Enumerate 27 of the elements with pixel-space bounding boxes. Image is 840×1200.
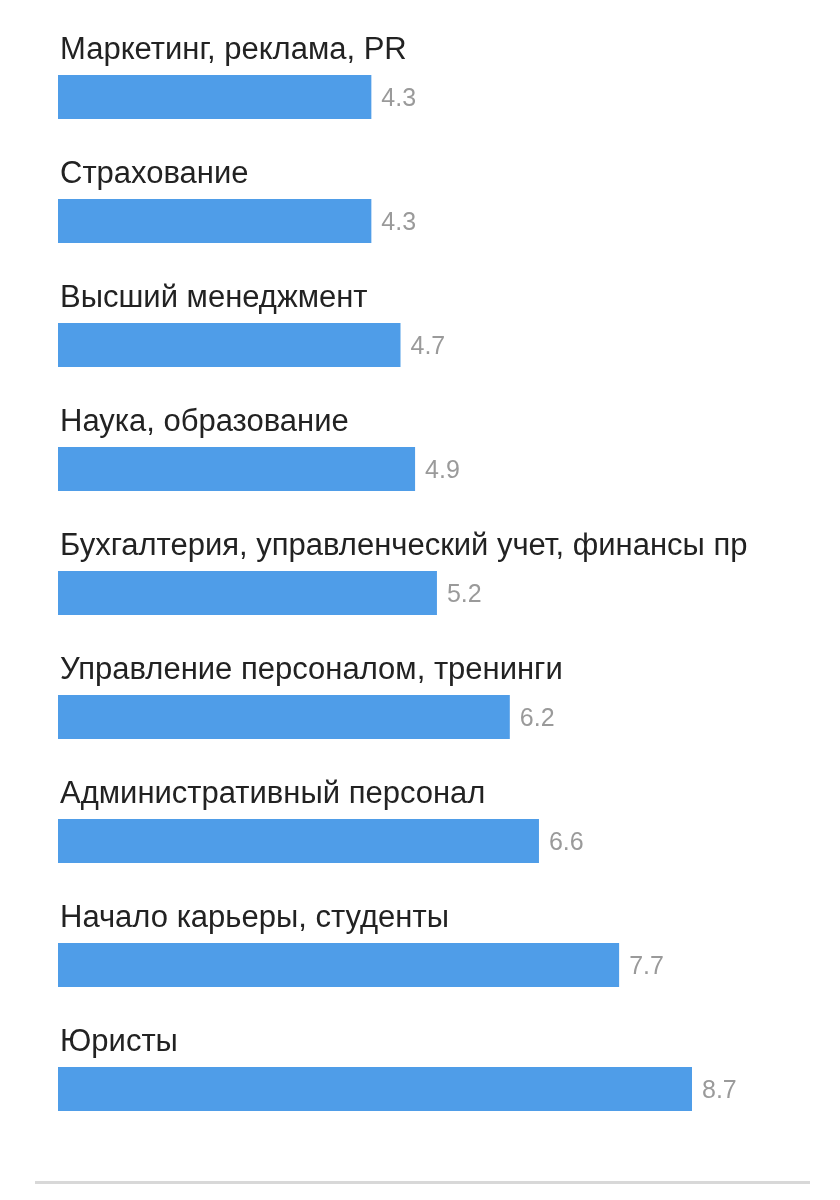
data-label: 6.6 (548, 827, 584, 855)
y-tick-label: Высший менеджмент (60, 279, 368, 314)
y-tick-label: Наука, образование (60, 403, 349, 438)
bar (58, 943, 620, 987)
y-tick-label: Юристы (60, 1023, 178, 1058)
bar (58, 75, 372, 119)
data-label: 4.9 (425, 455, 460, 483)
bar (58, 695, 510, 739)
y-tick-label: Управление персоналом, тренинги (60, 651, 563, 686)
y-tick-label: Административный персонал (60, 775, 486, 810)
data-label: 6.2 (519, 703, 555, 731)
bar (58, 571, 437, 615)
data-label: 4.3 (381, 83, 417, 111)
y-tick-label: Маркетинг, реклама, PR (60, 31, 407, 66)
y-tick-label: Начало карьеры, студенты (60, 899, 449, 934)
data-label: 8.7 (702, 1075, 737, 1103)
bar (58, 199, 372, 243)
data-label: 7.7 (629, 951, 664, 979)
bar (58, 1067, 692, 1111)
bar (58, 819, 539, 863)
data-label: 4.7 (410, 331, 446, 359)
y-tick-label: Бухгалтерия, управленческий учет, финансы пр (60, 527, 748, 562)
y-tick-label: Страхование (60, 155, 249, 190)
bar (58, 323, 401, 367)
bar (58, 447, 416, 491)
data-label: 4.3 (381, 207, 417, 235)
data-label: 5.2 (446, 579, 482, 607)
